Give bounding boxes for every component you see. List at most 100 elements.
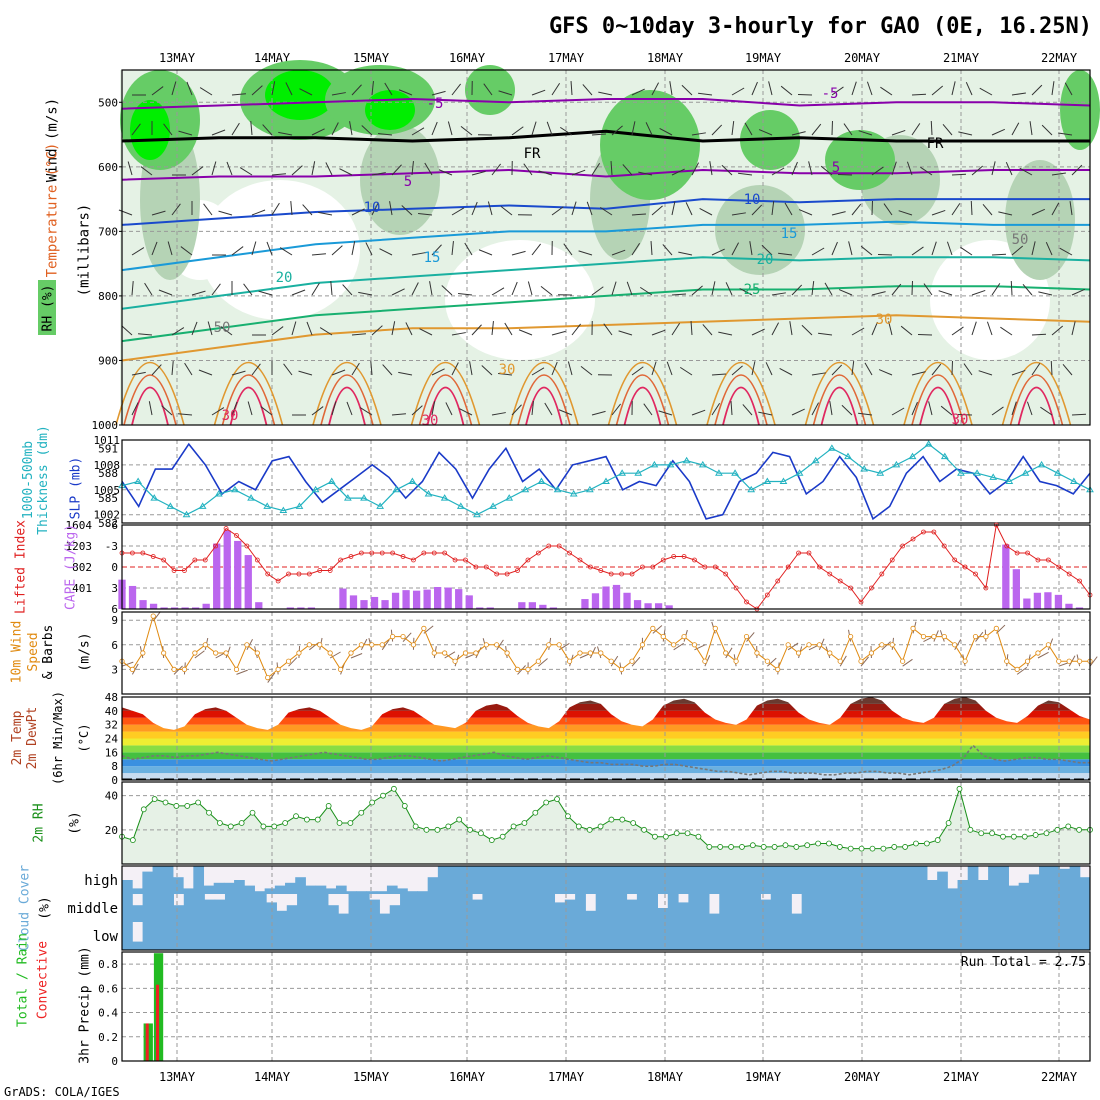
wind-barb: [758, 411, 773, 416]
wind-barb: [651, 205, 663, 216]
wind-speed-marker: [775, 666, 781, 673]
lifted-index-marker: [213, 543, 219, 549]
cloud-cell: [698, 922, 710, 950]
wind-speed-marker: [483, 642, 489, 648]
lifted-index-marker: [254, 557, 260, 563]
panel-axis-title: (°C): [77, 724, 91, 753]
cloud-cell: [825, 866, 836, 894]
rh2m-marker: [499, 833, 506, 840]
wind-barb: [551, 206, 564, 216]
wind-barb: [384, 82, 393, 96]
wind-barb: [820, 165, 833, 176]
wind-speed-marker: [546, 642, 552, 648]
wind-barb: [429, 281, 433, 296]
rh2m-marker: [630, 820, 637, 826]
thickness-marker: [456, 502, 465, 509]
cloud-cell: [305, 885, 317, 894]
cloud-cell: [245, 894, 257, 922]
lifted-index-marker: [390, 550, 396, 556]
wind-barb: [290, 201, 293, 216]
wind-barb: [880, 86, 893, 96]
wind-barb: [702, 324, 713, 336]
rh-moist-area: [1060, 70, 1100, 150]
wind-barb: [180, 246, 193, 256]
wind-barb: [881, 641, 891, 651]
cloud-cell: [244, 885, 255, 894]
thickness-marker: [827, 444, 836, 451]
cloud-cell: [753, 866, 765, 894]
rh2m-marker: [456, 816, 463, 823]
wind-barb: [652, 625, 663, 634]
wind-barb: [447, 121, 453, 136]
rh2m-marker: [739, 844, 745, 850]
wind-barb: [299, 88, 313, 96]
isotherm-arc: [426, 386, 465, 426]
wind-barb: [1016, 666, 1028, 675]
wind-barb: [151, 241, 158, 256]
wind-barb: [523, 163, 533, 176]
wind-barb: [860, 245, 873, 256]
wind-barb: [311, 128, 325, 136]
cloud-cell: [957, 880, 969, 894]
wind-barb: [671, 201, 676, 216]
wind-barb: [751, 81, 758, 96]
cloud-cell: [214, 922, 226, 950]
wind-barb: [517, 665, 526, 675]
panel-axis-title: 2m RH: [31, 803, 46, 842]
wind-barb: [531, 89, 546, 96]
lifted-index-marker: [483, 564, 489, 570]
cloud-cell: [358, 894, 370, 922]
isotherm-arc: [229, 386, 268, 426]
panel-axis-title: SLP (mb): [68, 457, 83, 520]
thickness-marker: [295, 502, 304, 509]
isotherm-arc: [804, 361, 875, 426]
cape-bar: [465, 595, 473, 609]
rh2m-marker: [423, 826, 430, 833]
cloud-cell: [295, 877, 306, 894]
panel-axis-title: 3hr Precip (mm): [77, 946, 92, 1063]
cloud-cell: [458, 866, 469, 894]
lifted-index-line: [122, 523, 1091, 610]
wind-barb: [144, 282, 153, 296]
wind-barb: [171, 203, 181, 216]
cape-bar: [549, 607, 558, 609]
lifted-index-marker: [192, 557, 198, 563]
cloud-cell: [894, 922, 906, 950]
wind-barb: [946, 241, 953, 256]
lifted-index-marker: [234, 533, 239, 538]
cape-bar: [391, 592, 400, 609]
wind-barb: [370, 361, 373, 376]
wind-barb: [991, 283, 1001, 296]
contour-label: 10: [364, 200, 381, 216]
wind-barb: [671, 293, 687, 296]
wind-barb: [151, 210, 166, 216]
wind-speed-marker: [983, 633, 989, 640]
cloud-cell: [774, 866, 785, 894]
wind-barb: [843, 123, 853, 136]
cloud-cell: [739, 922, 751, 950]
wind-barb: [866, 81, 873, 96]
wind-barb: [824, 282, 833, 296]
wind-barb: [749, 241, 753, 256]
contour-label: 5: [404, 174, 412, 190]
thickness-marker: [198, 502, 207, 509]
cape-bar: [665, 605, 673, 609]
wind-speed-marker: [639, 642, 646, 648]
lifted-index-marker: [182, 568, 187, 573]
cloud-cell: [657, 908, 669, 922]
wind-barb: [730, 400, 733, 416]
lifted-index-marker: [338, 557, 343, 563]
axis-title-line: 1000-500mb: [21, 441, 36, 519]
wind-barb: [1010, 280, 1013, 296]
lifted-index-marker: [1066, 571, 1072, 577]
axis-title-line: Wind (m/s): [45, 98, 61, 182]
wind-barb: [639, 286, 653, 296]
wind-barb: [789, 321, 793, 336]
wind-barb: [198, 369, 213, 376]
wind-barb: [458, 293, 473, 296]
rh2m-marker: [1076, 826, 1083, 833]
cloud-cell: [276, 910, 288, 922]
wind-barb: [211, 407, 225, 416]
cloud-cell: [712, 866, 724, 894]
wind-barb: [491, 412, 506, 416]
